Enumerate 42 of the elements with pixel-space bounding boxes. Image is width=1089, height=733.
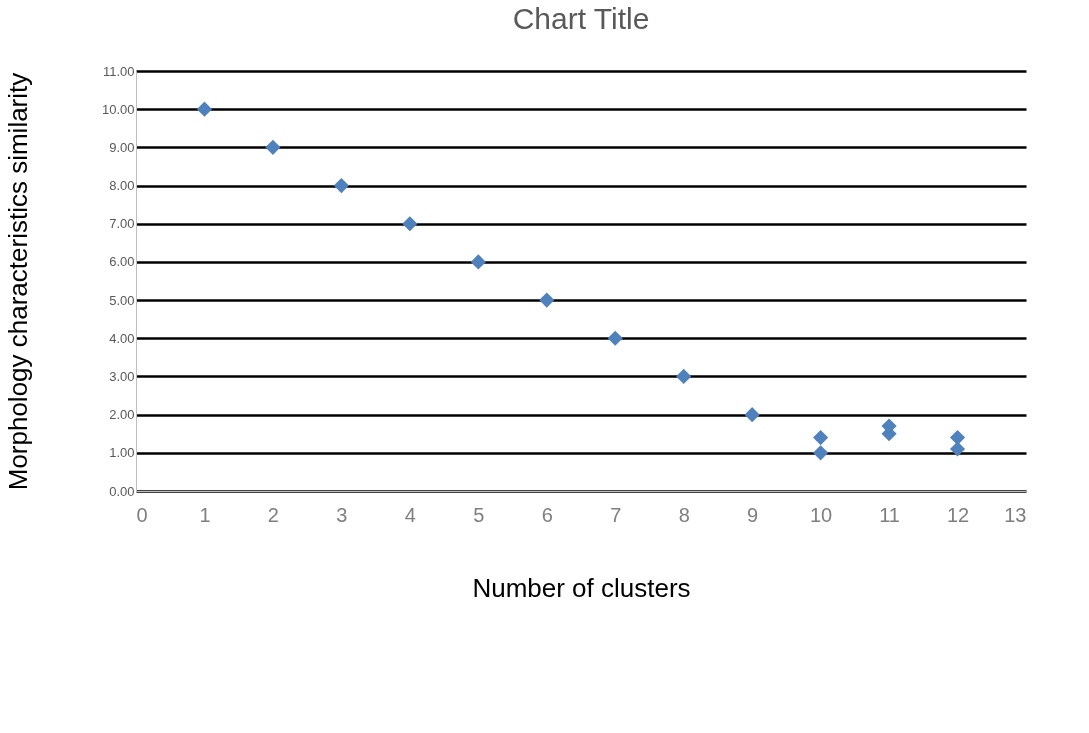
x-tick-label: 12 <box>946 503 970 526</box>
y-tick-label: 2.00 <box>109 407 135 423</box>
y-tick-label: 6.00 <box>109 254 135 270</box>
chart-title: Chart Title <box>512 2 650 35</box>
y-tick-label: 0.00 <box>109 483 135 499</box>
y-tick-label: 4.00 <box>109 330 135 346</box>
x-tick-label: 2 <box>267 503 279 526</box>
point <box>813 445 829 461</box>
point <box>470 254 486 270</box>
x-tick-label: 8 <box>678 503 690 526</box>
x-tick-label: 1 <box>199 503 211 526</box>
point <box>949 429 966 446</box>
y-tick-label: 11.00 <box>102 63 135 79</box>
point <box>607 330 623 346</box>
point <box>949 441 966 457</box>
x-tick-label: 11 <box>879 503 900 526</box>
point <box>744 407 760 423</box>
x-tick-label: 3 <box>336 503 348 526</box>
y-tick-label: 7.00 <box>109 216 135 232</box>
x-axis-title: Number of clusters <box>472 572 691 603</box>
x-tick-label: 10 <box>809 503 833 526</box>
y-tick-label: 10.00 <box>101 101 135 117</box>
x-tick-label: 13 <box>1004 503 1027 526</box>
x-tick-label: 6 <box>541 503 553 526</box>
x-tick-label: 5 <box>473 503 485 526</box>
y-axis-title: Morphology characteristics similarity <box>2 72 33 491</box>
point <box>813 429 829 446</box>
x-tick-label: 4 <box>404 503 416 526</box>
point <box>196 101 213 117</box>
point <box>676 368 692 385</box>
y-tick-label: 5.00 <box>109 292 135 308</box>
x-tick-label: 7 <box>610 503 622 526</box>
y-tick-label: 3.00 <box>109 368 135 384</box>
x-tick-label: 9 <box>747 503 759 526</box>
y-tick-label: 1.00 <box>109 445 135 461</box>
point <box>265 139 281 155</box>
point <box>333 177 349 194</box>
point <box>402 216 418 232</box>
y-tick-label: 9.00 <box>109 139 135 155</box>
point <box>539 292 555 308</box>
x-tick-label: 0 <box>136 503 148 526</box>
y-tick-label: 8.00 <box>109 178 135 194</box>
